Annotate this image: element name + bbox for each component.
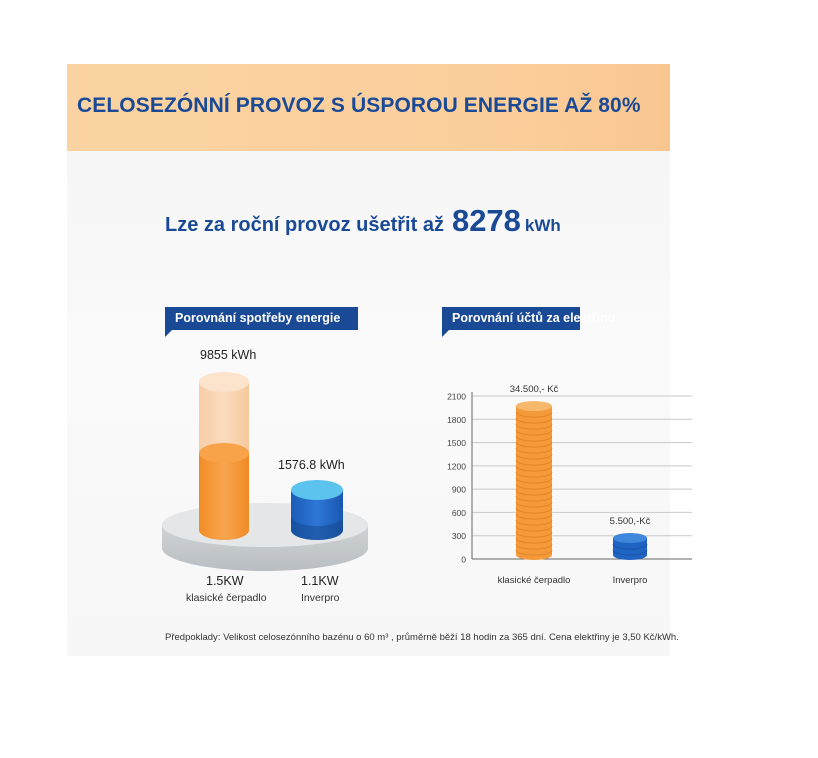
savings-value: 8278: [451, 203, 521, 238]
coin-edge: [515, 543, 553, 550]
data-label-inverpro-energy: 1576.8 kWh: [278, 458, 345, 472]
bar-classic: [199, 453, 249, 540]
savings-text: Lze za roční provoz ušetřit až: [165, 214, 444, 236]
bar-classic-top: [199, 443, 249, 464]
power-label-classic: 1.5KW: [206, 574, 244, 588]
coin-edge: [515, 477, 553, 484]
category-label-classic: klasické čerpadlo: [186, 592, 267, 604]
coin-edge: [515, 465, 553, 472]
data-label-classic-bill: 34.500,- Kč: [510, 384, 559, 395]
banner-title: CELOSEZÓNNÍ PROVOZ S ÚSPOROU ENERGIE AŽ …: [77, 94, 641, 117]
y-tick-label: 0: [461, 555, 466, 565]
coin-edge: [612, 543, 648, 550]
coin-edge: [515, 453, 553, 460]
data-label-inverpro-bill: 5.500,-Kč: [610, 516, 651, 527]
coin-edge: [515, 537, 553, 544]
coin-edge: [515, 501, 553, 508]
coin-edge: [515, 525, 553, 532]
coin-edge: [515, 411, 553, 418]
coin-edge: [515, 495, 553, 502]
category-label-inverpro-bill: Inverpro: [613, 575, 648, 586]
y-tick-label: 2100: [447, 392, 466, 402]
bar-inverpro-band: [291, 516, 343, 540]
y-tick-label: 300: [452, 531, 466, 541]
y-tick-label: 1800: [447, 415, 466, 425]
header-banner: CELOSEZÓNNÍ PROVOZ S ÚSPOROU ENERGIE AŽ …: [67, 64, 670, 151]
energy-chart: [162, 372, 368, 571]
coin-edge: [515, 429, 553, 436]
coin-edge: [515, 447, 553, 454]
coin-edge: [612, 549, 648, 556]
y-tick-label: 900: [452, 485, 466, 495]
category-label-inverpro: Inverpro: [301, 592, 340, 604]
y-tick-label: 600: [452, 508, 466, 518]
data-label-classic-energy: 9855 kWh: [200, 348, 257, 362]
coin-edge: [515, 423, 553, 430]
bill-chart-title: Porovnání účtů za elektřinu: [442, 307, 615, 337]
savings-unit: kWh: [524, 216, 561, 235]
coin-edge: [515, 483, 553, 490]
bar-inverpro-top: [291, 480, 343, 500]
bar-classic-top: [516, 401, 552, 412]
coin-edge: [515, 489, 553, 496]
category-label-classic-bill: klasické čerpadlo: [498, 575, 571, 586]
coin-edge: [515, 435, 553, 442]
coin-edge: [515, 519, 553, 526]
bar-inverpro-top: [613, 533, 647, 544]
power-label-inverpro: 1.1KW: [301, 574, 339, 588]
footnote: Předpoklady: Velikost celosezónního bazé…: [165, 632, 679, 643]
coin-edge: [515, 417, 553, 424]
infographic-panel: [67, 151, 670, 656]
bar-classic: [516, 406, 552, 555]
bar-classic-ghost-top: [199, 372, 249, 392]
coin-edge: [515, 459, 553, 466]
y-tick-label: 1500: [447, 438, 466, 448]
y-tick-label: 1200: [447, 461, 466, 471]
coin-edge: [515, 471, 553, 478]
coin-edge: [515, 513, 553, 520]
coin-edge: [515, 441, 553, 448]
coin-edge: [515, 531, 553, 538]
energy-chart-title: Porovnání spotřeby energie: [165, 307, 358, 337]
bill-chart: 0 300 600 900 1200 1500 1800 2100 34.500,- Kč kla…: [447, 384, 692, 586]
savings-headline: Lze za roční provoz ušetřit až 8278 kWh: [165, 203, 561, 239]
coin-edge: [515, 549, 553, 556]
coin-edge: [515, 507, 553, 514]
